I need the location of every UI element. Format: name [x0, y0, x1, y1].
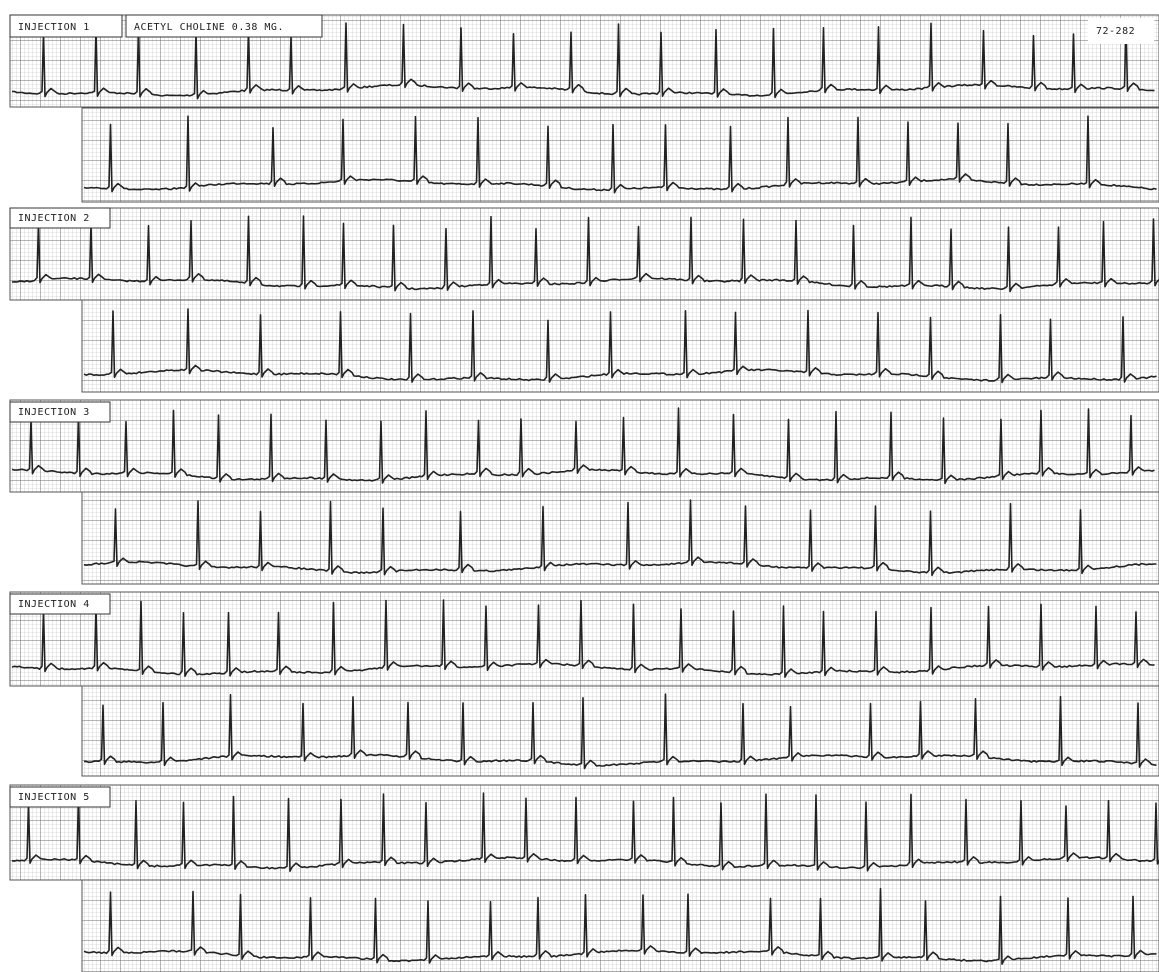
injection-label: INJECTION 1	[18, 22, 90, 33]
injection-label: INJECTION 5	[18, 792, 90, 803]
grid-strip	[10, 400, 1159, 492]
grid-strip	[82, 686, 1159, 776]
injection-label: INJECTION 2	[18, 213, 90, 224]
grid-strip	[82, 108, 1159, 202]
drug-label: ACETYL CHOLINE 0.38 MG.	[134, 22, 284, 33]
injection-label: INJECTION 4	[18, 599, 90, 610]
page: {"header": {"drug": "ACETYL CHOLINE 0.38…	[0, 0, 1159, 972]
grid-strip	[82, 880, 1159, 972]
grid-strip	[10, 208, 1159, 300]
record-id: 72-282	[1096, 26, 1135, 37]
ecg-sheet: INJECTION 1 ACETYL CHOLINE 0.38 MG. 72-2…	[0, 0, 1159, 972]
injection-label: INJECTION 3	[18, 407, 90, 418]
